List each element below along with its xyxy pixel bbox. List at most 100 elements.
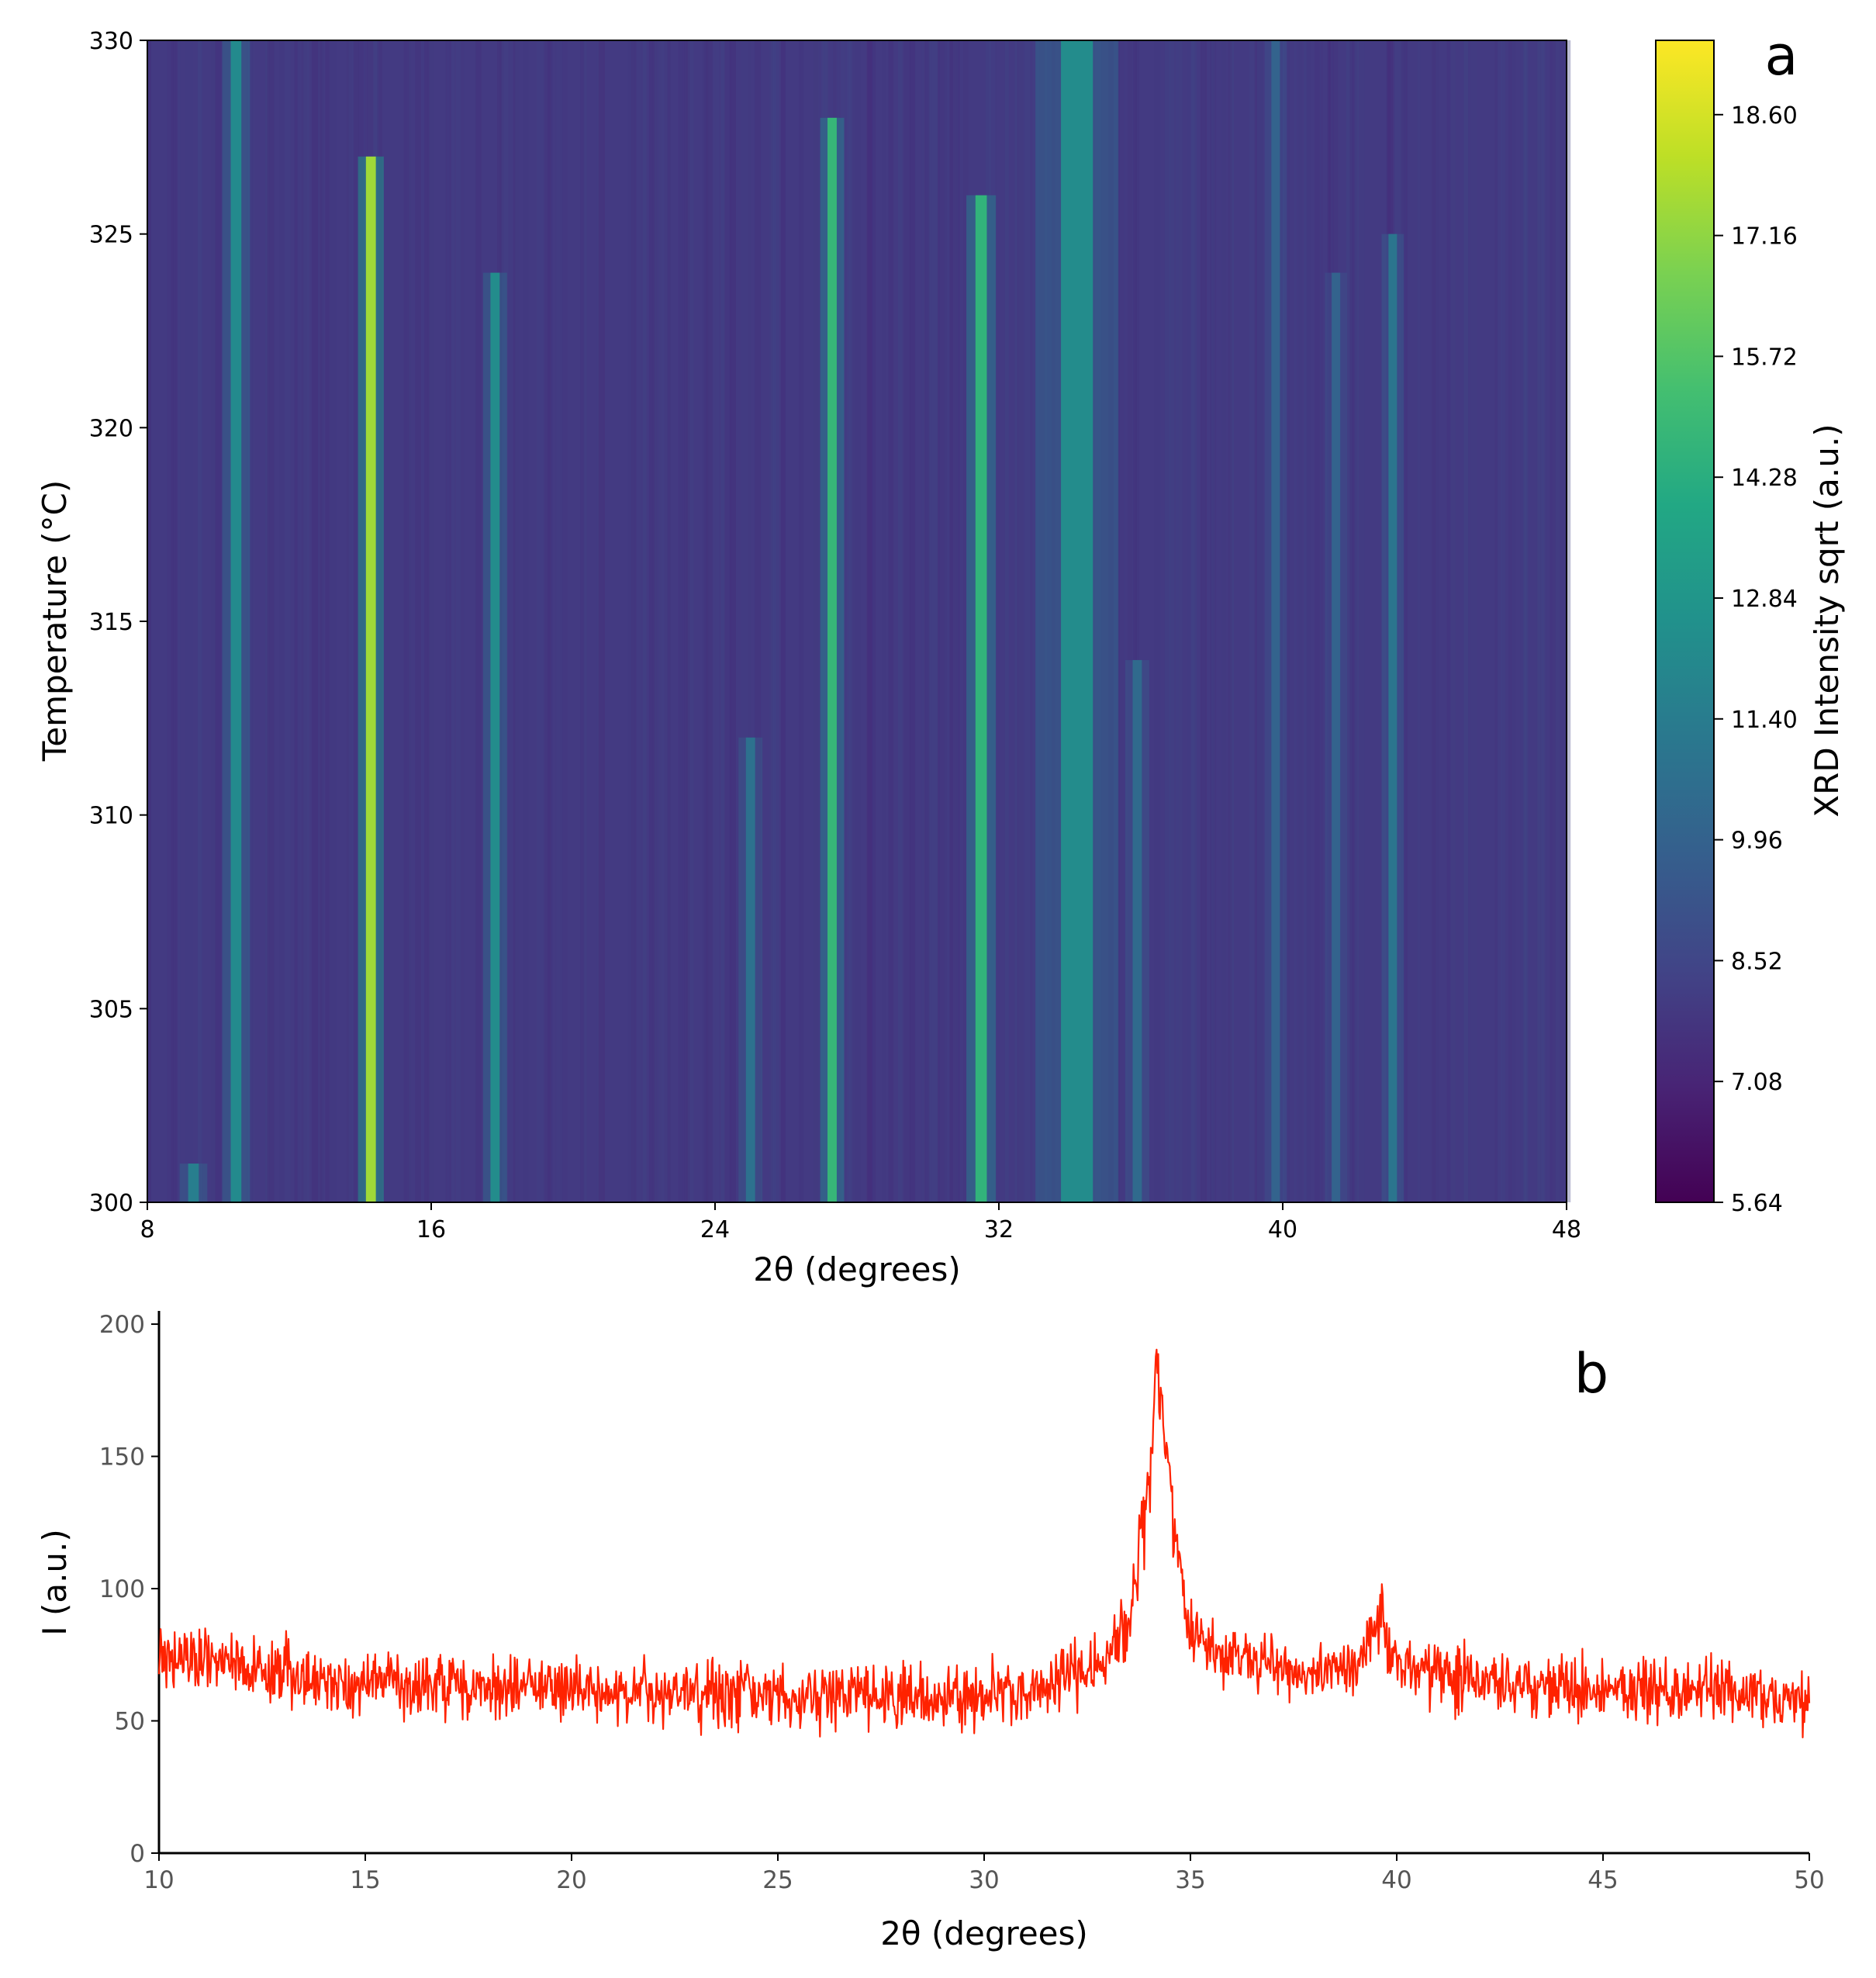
heatmap-texture-streak bbox=[1446, 40, 1451, 1202]
heatmap-texture-streak bbox=[1169, 40, 1175, 1202]
heatmap-texture-streak bbox=[267, 40, 275, 1202]
heatmap-texture-streak bbox=[427, 40, 434, 1202]
heatmap-texture-streak bbox=[1214, 40, 1217, 1202]
panel-a-letter: a bbox=[1765, 24, 1798, 88]
heatmap-texture-streak bbox=[1201, 40, 1206, 1202]
heatmap-texture-streak bbox=[445, 40, 451, 1202]
heatmap-texture-streak bbox=[944, 40, 948, 1202]
heatmap-peak-band bbox=[1381, 233, 1404, 1203]
heatmap-y-axis: 300 305 310 315 320 325 330 bbox=[89, 28, 147, 1217]
heatmap-peak-band bbox=[179, 1164, 208, 1202]
heatmap-texture-streak bbox=[847, 40, 851, 1202]
heatmap-texture-streak bbox=[1256, 40, 1263, 1202]
heatmap-texture-streak bbox=[780, 40, 786, 1202]
heatmap-texture-streak bbox=[1121, 40, 1125, 1202]
heatmap-texture-streak bbox=[706, 40, 713, 1202]
heatmap-texture-streak bbox=[211, 40, 216, 1202]
heatmap-texture-streak bbox=[934, 40, 938, 1202]
heatmap-texture-streak bbox=[558, 40, 563, 1202]
heatmap-texture-streak bbox=[267, 40, 275, 1202]
heatmap-texture-streak bbox=[682, 40, 685, 1202]
heatmap-texture-streak bbox=[1133, 40, 1137, 1202]
heatmap-texture-streak bbox=[460, 40, 465, 1202]
colorbar-tick-label: 9.96 bbox=[1731, 828, 1783, 855]
line-plot-x-tick-label: 25 bbox=[762, 1866, 793, 1894]
heatmap-texture-streak bbox=[354, 40, 359, 1202]
heatmap-texture-streak bbox=[147, 40, 152, 1202]
heatmap-texture-streak bbox=[1174, 40, 1180, 1202]
colorbar-tick-label: 8.52 bbox=[1731, 948, 1783, 975]
heatmap-texture-streak bbox=[1523, 40, 1527, 1202]
heatmap-texture-streak bbox=[780, 40, 786, 1202]
heatmap-texture-streak bbox=[799, 40, 804, 1202]
heatmap-peak-band bbox=[966, 195, 997, 1202]
heatmap-texture-streak bbox=[924, 40, 930, 1202]
heatmap-texture-streak bbox=[515, 40, 520, 1202]
heatmap-texture-streak bbox=[211, 40, 216, 1202]
heatmap-texture-streak bbox=[475, 40, 482, 1202]
colorbar-tick-label: 15.72 bbox=[1731, 344, 1798, 371]
heatmap-texture-streak bbox=[404, 40, 411, 1202]
heatmap-peak-band bbox=[1325, 272, 1347, 1203]
heatmap-texture-streak bbox=[1432, 40, 1436, 1202]
heatmap-texture-streak bbox=[544, 40, 550, 1202]
heatmap-texture-streak bbox=[1017, 40, 1024, 1202]
heatmap-texture-streak bbox=[813, 40, 820, 1202]
heatmap-texture-streak bbox=[652, 40, 657, 1202]
heatmap-texture-streak bbox=[866, 40, 872, 1202]
heatmap-texture-streak bbox=[855, 40, 861, 1202]
heatmap-texture-streak bbox=[1305, 40, 1311, 1202]
heatmap-texture-streak bbox=[678, 40, 685, 1202]
heatmap-texture-streak bbox=[1524, 40, 1529, 1202]
heatmap-texture-streak bbox=[1501, 40, 1505, 1202]
heatmap-texture-streak bbox=[1450, 40, 1456, 1202]
heatmap-texture-streak bbox=[1433, 40, 1439, 1202]
heatmap-bands bbox=[147, 40, 1571, 1203]
heatmap-texture-streak bbox=[800, 40, 804, 1202]
heatmap-texture-streak bbox=[250, 40, 254, 1202]
heatmap-texture-streak bbox=[754, 40, 761, 1202]
heatmap-texture-streak bbox=[688, 40, 694, 1202]
colorbar-tick-label: 7.08 bbox=[1731, 1069, 1783, 1096]
heatmap-texture-streak bbox=[1249, 40, 1256, 1202]
colorbar-tick-label: 17.16 bbox=[1731, 223, 1798, 251]
heatmap-texture-streak bbox=[1463, 40, 1469, 1202]
panel-a: 8 16 24 32 40 48 300 305 310 315 320 325 330 2θ (de… bbox=[36, 24, 1846, 1288]
heatmap-texture-streak bbox=[1566, 40, 1571, 1202]
panel-b: 10 15 20 25 30 35 40 45 50 0 50 100 150 200 2θ (degr… bbox=[36, 1311, 1825, 1952]
heatmap-texture-streak bbox=[185, 40, 193, 1202]
heatmap-texture-streak bbox=[250, 40, 253, 1202]
heatmap-texture-streak bbox=[279, 40, 285, 1202]
heatmap-texture-streak bbox=[1024, 40, 1031, 1202]
heatmap-texture-streak bbox=[729, 40, 736, 1202]
heatmap-texture-streak bbox=[550, 40, 553, 1202]
heatmap-texture-streak bbox=[1118, 40, 1121, 1202]
heatmap-texture-streak bbox=[295, 40, 300, 1202]
heatmap-texture-streak bbox=[596, 40, 604, 1202]
heatmap-texture-streak bbox=[447, 40, 450, 1202]
heatmap-texture-streak bbox=[944, 40, 949, 1202]
heatmap-texture-streak bbox=[924, 40, 927, 1202]
heatmap-texture-streak bbox=[445, 40, 451, 1202]
line-plot-axes bbox=[157, 1311, 1809, 1855]
heatmap-texture-streak bbox=[269, 40, 275, 1202]
line-plot-x-tick-label: 35 bbox=[1175, 1866, 1205, 1894]
heatmap-texture-streak bbox=[199, 40, 203, 1202]
colorbar-tick-label: 12.84 bbox=[1731, 586, 1798, 613]
heatmap-texture-streak bbox=[658, 40, 662, 1202]
line-plot-x-tick-label: 15 bbox=[350, 1866, 380, 1894]
heatmap-texture-streak bbox=[1508, 40, 1515, 1202]
heatmap-texture-streak bbox=[1550, 40, 1556, 1202]
heatmap-peak-band bbox=[222, 40, 250, 1202]
line-plot-x-axis-label: 2θ (degrees) bbox=[880, 1914, 1088, 1952]
heatmap-texture-streak bbox=[403, 40, 409, 1202]
line-plot-y-tick-label: 50 bbox=[115, 1708, 145, 1736]
heatmap-x-tick-label: 48 bbox=[1552, 1216, 1581, 1243]
heatmap-x-axis: 8 16 24 32 40 48 bbox=[140, 1202, 1581, 1243]
heatmap-texture-streak bbox=[1201, 40, 1207, 1202]
heatmap-texture-streak bbox=[509, 40, 512, 1202]
heatmap-texture-streak bbox=[1512, 40, 1515, 1202]
heatmap-texture-streak bbox=[627, 40, 635, 1202]
heatmap-texture-streak bbox=[845, 40, 852, 1202]
heatmap-texture-streak bbox=[1190, 40, 1195, 1202]
